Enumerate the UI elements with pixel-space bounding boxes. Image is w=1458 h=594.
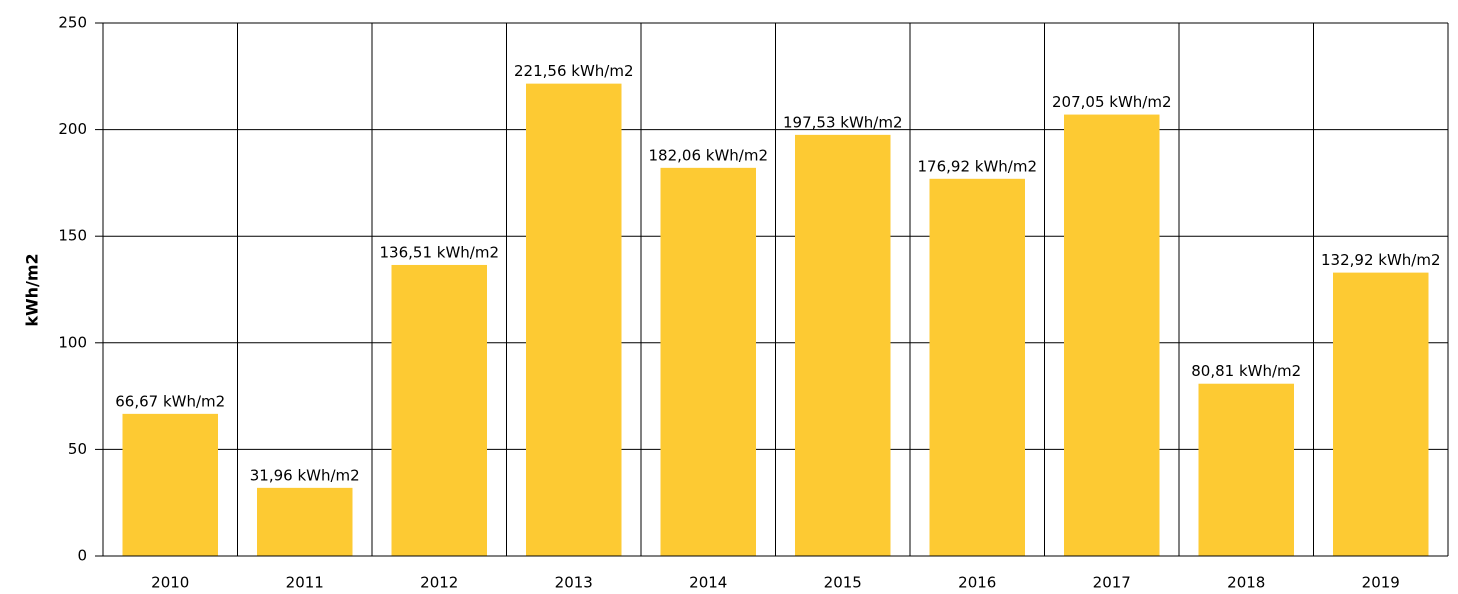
bar (1064, 114, 1160, 556)
value-label: 221,56 kWh/m2 (514, 62, 634, 80)
y-axis-label: kWh/m2 (23, 253, 42, 326)
value-label: 207,05 kWh/m2 (1052, 93, 1172, 111)
bar (526, 83, 622, 556)
bar (257, 487, 353, 556)
y-tick-label: 250 (58, 14, 87, 32)
value-label: 132,92 kWh/m2 (1321, 251, 1441, 269)
x-tick-label: 2011 (286, 574, 324, 592)
y-tick-label: 200 (58, 120, 87, 138)
x-tick-label: 2012 (420, 574, 458, 592)
bar (929, 178, 1025, 556)
bar (1198, 383, 1294, 556)
bar (391, 264, 487, 556)
bar (660, 167, 756, 556)
x-tick-label: 2018 (1227, 574, 1265, 592)
y-tick-label: 100 (58, 333, 87, 351)
x-tick-label: 2013 (555, 574, 593, 592)
x-tick-label: 2017 (1093, 574, 1131, 592)
value-label: 80,81 kWh/m2 (1191, 362, 1301, 380)
value-label: 197,53 kWh/m2 (783, 113, 903, 131)
bar (122, 413, 218, 556)
value-label: 176,92 kWh/m2 (918, 157, 1038, 175)
value-label: 136,51 kWh/m2 (380, 243, 500, 261)
y-tick-label: 50 (68, 440, 87, 458)
x-tick-label: 2010 (151, 574, 189, 592)
value-label: 182,06 kWh/m2 (649, 146, 769, 164)
bar (1333, 272, 1429, 556)
x-tick-label: 2014 (689, 574, 727, 592)
bar (795, 134, 891, 557)
x-tick-label: 2019 (1362, 574, 1400, 592)
y-tick-label: 150 (58, 227, 87, 245)
y-tick-label: 0 (77, 547, 87, 565)
x-tick-label: 2016 (958, 574, 996, 592)
x-tick-label: 2015 (824, 574, 862, 592)
value-label: 66,67 kWh/m2 (115, 392, 225, 410)
value-label: 31,96 kWh/m2 (250, 466, 360, 484)
